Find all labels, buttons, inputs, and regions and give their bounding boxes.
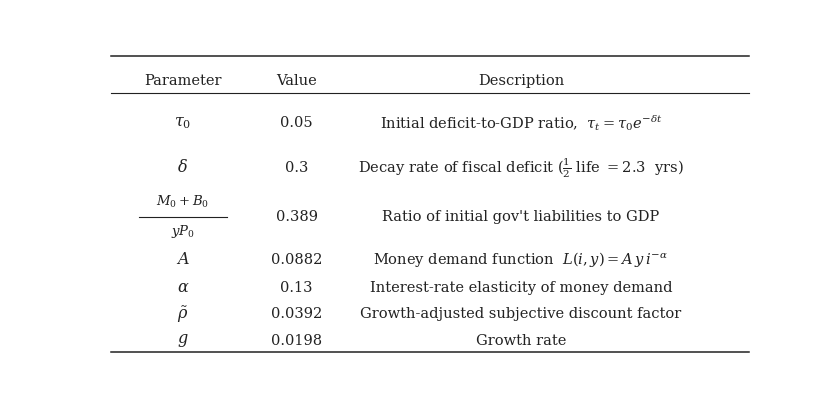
- Text: Decay rate of fiscal deficit ($\frac{1}{2}$ life $= 2.3$  yrs): Decay rate of fiscal deficit ($\frac{1}{…: [358, 156, 684, 180]
- Text: $A$: $A$: [176, 251, 190, 268]
- Text: Interest-rate elasticity of money demand: Interest-rate elasticity of money demand: [370, 281, 672, 295]
- Text: Growth rate: Growth rate: [476, 334, 566, 348]
- Text: $\alpha$: $\alpha$: [177, 279, 189, 297]
- Text: Ratio of initial gov't liabilities to GDP: Ratio of initial gov't liabilities to GD…: [383, 210, 659, 224]
- Text: Value: Value: [276, 74, 317, 88]
- Text: 0.13: 0.13: [280, 281, 313, 295]
- Text: Growth-adjusted subjective discount factor: Growth-adjusted subjective discount fact…: [361, 307, 681, 321]
- Text: Parameter: Parameter: [144, 74, 221, 88]
- Text: Money demand function  $L(i, y) = A\, y\, i^{-\alpha}$: Money demand function $L(i, y) = A\, y\,…: [373, 251, 669, 270]
- Text: $g$: $g$: [177, 332, 189, 349]
- Text: 0.389: 0.389: [276, 210, 318, 224]
- Text: 0.05: 0.05: [280, 116, 313, 130]
- Text: 0.0882: 0.0882: [271, 253, 322, 267]
- Text: 0.0392: 0.0392: [271, 307, 322, 321]
- Text: Description: Description: [478, 74, 564, 88]
- Text: $\tau_0$: $\tau_0$: [175, 114, 191, 131]
- Text: $yP_0$: $yP_0$: [171, 223, 195, 240]
- Text: $\tilde{\rho}$: $\tilde{\rho}$: [177, 304, 189, 325]
- Text: 0.0198: 0.0198: [271, 334, 322, 348]
- Text: Initial deficit-to-GDP ratio,  $\tau_t = \tau_0 e^{-\delta t}$: Initial deficit-to-GDP ratio, $\tau_t = …: [380, 113, 662, 133]
- Text: 0.3: 0.3: [285, 161, 309, 175]
- Text: $M_0 + B_0$: $M_0 + B_0$: [156, 193, 210, 210]
- Text: $\delta$: $\delta$: [178, 159, 188, 177]
